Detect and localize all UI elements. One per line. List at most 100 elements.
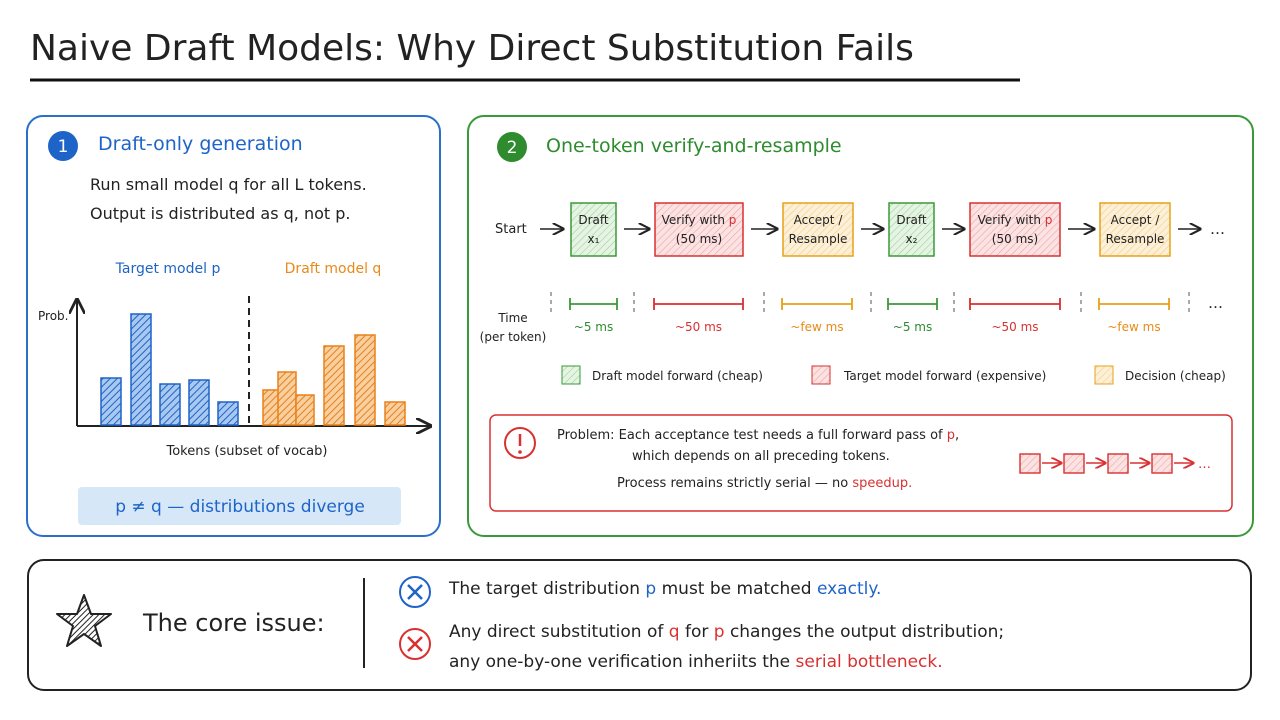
shape [130,313,152,426]
text-part: exactly. [817,579,881,599]
shape [811,365,831,385]
shape [48,131,78,161]
panel-text: Run small model q for all L tokens. [90,175,367,194]
text-part: Problem: Each acceptance test needs a fu… [557,428,943,443]
step-label: Draft [578,213,609,227]
text-part: Verify with [978,213,1041,227]
shape [26,115,441,537]
shape [100,377,122,426]
core-label: The core issue: [142,609,325,637]
ellipsis: … [1210,220,1225,238]
shape [217,401,239,426]
start-label: Start [495,222,527,237]
shape [407,636,423,652]
text-part: p [645,579,656,599]
problem-text: Process remains strictly serial — no spe… [617,476,912,491]
shape [277,371,297,426]
legend-text: Draft model forward (cheap) [592,369,763,383]
shape [1094,365,1114,385]
step-box [654,202,744,257]
panel-heading: Draft-only generation [98,133,303,155]
group [100,313,239,426]
shape [27,559,1252,691]
shape [518,450,522,454]
callout: p ≠ q — distributions diverge [115,497,365,517]
legend-text: Target model forward (expensive) [843,369,1046,383]
shape [1151,453,1173,474]
text-part: changes the output distribution; [730,622,1004,642]
panel-heading: One-token verify-and-resample [546,135,842,157]
text-part: p [714,622,725,642]
text-part: serial bottleneck. [796,652,943,672]
step-label: Resample [1106,232,1165,246]
group-label: Draft model q [285,261,382,277]
shape [295,394,315,426]
panel-number: 1 [58,137,69,157]
shape [407,584,423,600]
legend-text: Decision (cheap) [1125,369,1226,383]
step-label: (50 ms) [676,232,722,246]
step-label: Verify with p [662,213,737,227]
shape [489,414,1233,512]
title: Naive Draft Models: Why Direct Substitut… [30,28,914,69]
problem-text: which depends on all preceding tokens. [632,449,890,464]
shape [354,334,376,426]
text-part: Accept / [794,213,844,227]
shape [1107,453,1129,474]
duration-label: ~few ms [790,320,843,334]
shape [561,365,581,385]
step-label: Accept / [794,213,844,227]
text-part: The target distribution [448,579,640,599]
step-label: Draft [896,213,927,227]
axis-label: Prob. [38,309,68,323]
text-part: any one-by-one verification inheriits th… [449,652,790,672]
text-part: Verify with [662,213,725,227]
panel-text: Output is distributed as q, not p. [90,204,351,223]
group [1019,453,1193,474]
step-label: (50 ms) [992,232,1038,246]
text-part: , [955,428,959,443]
step-box [969,202,1061,257]
text-part: p [729,213,737,227]
group: Draft x₁ Verify with p (50 ms) Accept / Resam… [540,202,1225,257]
text-part: for [685,622,708,642]
duration-label: ~50 ms [991,320,1038,334]
shape [323,345,345,426]
step-label: x₁ [588,232,600,246]
step-label: x₂ [906,232,918,246]
duration-label: ~few ms [1107,320,1160,334]
step-label: Resample [789,232,848,246]
chain-ellipsis: … [1198,457,1211,472]
text-part: Process remains strictly serial — no [617,476,848,491]
time-label: Time [497,311,527,325]
core-point: The target distribution p must be matche… [448,579,881,599]
text-part: p [947,428,955,443]
step-label: Accept / [1111,213,1161,227]
shape [188,379,210,426]
text-part: q [669,622,680,642]
time-label: (per token) [480,330,547,344]
text-part: Draft [578,213,609,227]
duration-label: ~50 ms [675,320,722,334]
ellipsis: … [1208,294,1223,312]
duration-label: ~5 ms [574,320,613,334]
text-part: Draft [896,213,927,227]
core-point: Any direct substitution of q for p chang… [449,622,1004,642]
shape [1063,453,1085,474]
text-part: p [1045,213,1053,227]
group [262,334,406,426]
shape [56,594,112,647]
group: ~5 ms ~50 ms ~few ms ~5 ms ~50 ms ~few ms… [550,292,1223,334]
shape [159,383,181,426]
text-part: must be matched [662,579,812,599]
shape [78,487,401,525]
step-box [1099,202,1171,257]
step-label: Verify with p [978,213,1053,227]
axis-label: Tokens (subset of vocab) [166,444,328,459]
panel-number: 2 [507,138,518,158]
step-box [888,202,935,257]
shape [384,401,406,426]
